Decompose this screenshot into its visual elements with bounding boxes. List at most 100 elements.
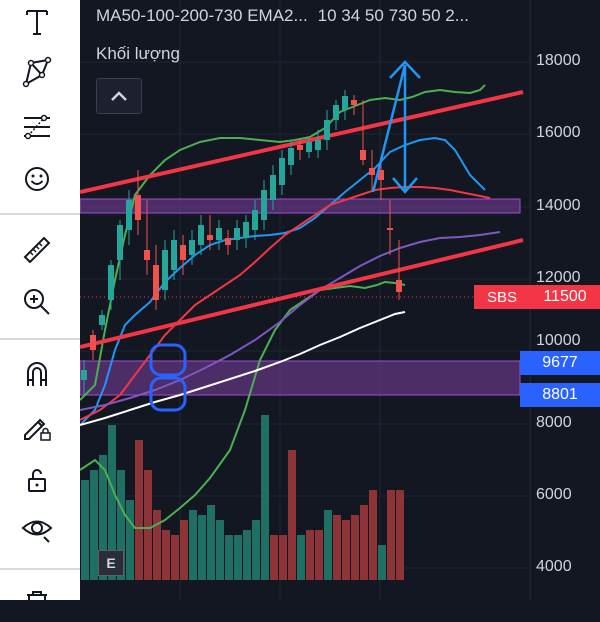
candle-body [135,195,141,220]
chart-canvas[interactable] [80,0,600,600]
candle-body [99,315,105,325]
volume-bar [297,535,305,580]
candle-body [333,105,339,120]
indicator-values: 10 34 50 730 50 2... [317,6,469,25]
candle-body [162,250,168,290]
lock-drawing-tool[interactable] [12,405,62,449]
price-axis-label: 6000 [536,486,572,503]
volume-bars [81,415,404,580]
fib-tool[interactable] [12,105,62,149]
volume-bar [387,490,395,580]
volume-bar [108,425,116,580]
lower-trendline [80,238,524,349]
smiley-icon [25,167,49,191]
volume-bar [252,520,260,580]
candle-body [396,280,402,292]
arrow-head-up [389,60,421,79]
volume-bar [243,530,251,580]
volume-legend[interactable]: Khối lượng [96,44,180,63]
candle-body [288,148,294,165]
magnet-tool[interactable] [12,352,62,396]
collapse-legend-button[interactable] [96,78,142,114]
double-bottom-marker [149,343,187,412]
volume-bar [396,490,404,580]
volume-bar [153,510,161,580]
emoji-tool[interactable] [12,157,62,201]
pattern-icon [22,56,52,88]
volume-bar [225,535,233,580]
volume-bar [342,520,350,580]
pattern-tool[interactable] [12,50,62,94]
volume-bar [126,500,134,580]
chevron-up-icon [111,91,127,101]
drawing-toolbar [0,0,80,614]
level-tag-lower: 8801 [520,383,600,407]
candle-body [387,228,393,230]
price-chart[interactable]: MA50-100-200-730 EMA2... 10 34 50 730 50 … [80,0,600,600]
price-axis-label: 18000 [536,52,581,69]
price-axis-label: 8000 [536,414,572,431]
candle-body [216,228,222,240]
text-icon [26,10,48,35]
earnings-badge[interactable]: E [98,550,124,576]
candle-body [252,210,258,230]
price-axis-label: 4000 [536,558,572,575]
price-axis-label: 16000 [536,124,581,141]
candle-body [243,222,249,238]
volume-bar [360,505,368,580]
price-axis-label: 10000 [536,332,581,349]
volume-bar [279,535,287,580]
toolbar-divider [0,213,80,215]
pencil-lock-icon [24,418,51,441]
volume-bar [144,470,152,580]
volume-bar [216,520,224,580]
indicator-legend[interactable]: MA50-100-200-730 EMA2... 10 34 50 730 50 … [96,6,469,26]
volume-bar [324,510,332,580]
volume-bar [306,530,314,580]
resistance-zone [80,198,521,214]
candle-body [306,142,312,152]
candle-body [360,150,366,160]
ruler-icon [23,236,51,264]
measure-tool[interactable] [12,228,62,272]
candle-body [351,100,357,105]
candle-body [198,225,204,245]
eye-icon [21,520,53,543]
volume-bar [288,450,296,580]
zoom-tool[interactable] [12,280,62,324]
volume-bar [171,535,179,580]
unlock-tool[interactable] [12,458,62,502]
hide-tool[interactable] [12,506,62,550]
support-zone [80,360,521,396]
candle-body [225,238,231,245]
ma-blue-line [80,136,486,426]
delete-tool[interactable] [12,578,62,622]
volume-bar [81,480,89,580]
candle-body [279,158,285,185]
volume-bar [90,470,98,580]
candle-body [207,235,213,240]
ma-green-line [80,84,486,401]
candle-body [189,240,195,255]
candle-body [117,225,123,260]
candle-body [315,140,321,150]
ma-purple-line [80,231,501,411]
toolbar-divider [0,338,80,340]
price-axis-label: 14000 [536,197,581,214]
volume-bar [270,535,278,580]
volume-bar [198,515,206,580]
candle-body [126,200,132,230]
candles [81,90,402,395]
volume-bar [234,535,242,580]
candle-body [297,145,303,150]
candle-body [108,265,114,300]
candle-body [144,250,150,260]
volume-bar [99,455,107,580]
text-tool[interactable] [12,0,62,44]
volume-bar [189,510,197,580]
volume-bar [351,515,359,580]
volume-bar [369,490,377,580]
volume-bar [180,520,188,580]
candle-body [234,228,240,240]
candle-body [261,190,267,220]
